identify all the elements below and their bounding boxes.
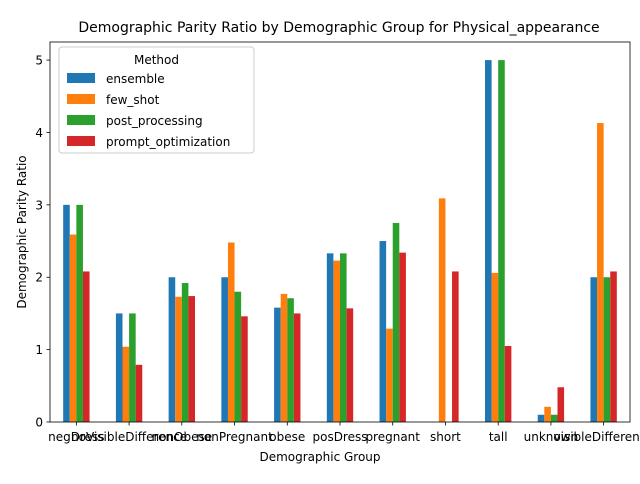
x-tick-label: visibleDifference xyxy=(554,430,640,444)
legend-label-few_shot: few_shot xyxy=(106,93,160,107)
x-tick-label: tall xyxy=(489,430,508,444)
bar-few_shot-posDress xyxy=(333,260,340,422)
chart-title: Demographic Parity Ratio by Demographic … xyxy=(78,20,599,36)
bar-few_shot-pregnant xyxy=(386,328,393,422)
bar-ensemble-noVisibleDifference xyxy=(115,313,123,422)
legend-swatch-ensemble xyxy=(67,73,95,83)
bar-prompt_optimization-nonObese xyxy=(188,296,195,422)
legend-title: Method xyxy=(134,53,179,67)
legend-swatch-post_processing xyxy=(67,115,95,125)
legend-label-prompt_optimization: prompt_optimization xyxy=(106,135,230,149)
x-tick-label: obese xyxy=(269,430,305,444)
bar-ensemble-posDress xyxy=(326,253,334,422)
y-tick-label: 0 xyxy=(35,416,43,430)
x-tick-label: unknown xyxy=(524,430,579,444)
y-tick-label: 5 xyxy=(35,54,43,68)
bar-few_shot-visibleDifference xyxy=(597,123,604,423)
bar-ensemble-visibleDifference xyxy=(590,277,598,422)
bar-post_processing-pregnant xyxy=(392,222,400,422)
bars-group xyxy=(63,60,617,423)
plot-frame xyxy=(49,41,631,423)
y-tick-label: 4 xyxy=(35,126,43,140)
bar-prompt_optimization-unknown xyxy=(557,387,565,422)
x-tick-label: pregnant xyxy=(365,430,420,444)
bar-few_shot-short xyxy=(438,198,446,422)
bar-post_processing-posDress xyxy=(340,253,347,422)
bar-prompt_optimization-pregnant xyxy=(399,252,406,422)
bar-prompt_optimization-posDress xyxy=(346,308,354,422)
bar-few_shot-obese xyxy=(280,293,288,422)
x-tick-label: noVisibleDifference xyxy=(71,430,187,444)
bar-prompt_optimization-obese xyxy=(293,313,301,422)
bar-ensemble-unknown xyxy=(537,414,545,422)
bar-post_processing-tall xyxy=(498,60,505,422)
x-tick-label: nonObese xyxy=(151,430,212,444)
legend-swatch-few_shot xyxy=(67,94,95,104)
bar-few_shot-nonObese xyxy=(175,296,182,422)
x-tick-label: negDress xyxy=(48,430,104,444)
y-tick-label: 2 xyxy=(35,271,43,285)
legend-label-post_processing: post_processing xyxy=(106,114,203,128)
legend-label-ensemble: ensemble xyxy=(106,72,165,86)
bar-ensemble-tall xyxy=(485,60,492,422)
y-tick-label: 1 xyxy=(35,343,43,357)
y-axis-label: Demographic Parity Ratio xyxy=(15,155,29,308)
y-tick-label: 3 xyxy=(35,198,43,212)
bar-post_processing-nonObese xyxy=(181,283,189,422)
bar-few_shot-noVisibleDifference xyxy=(122,346,130,422)
legend-swatch-prompt_optimization xyxy=(67,136,95,146)
x-tick-label: posDress xyxy=(312,430,367,444)
bar-ensemble-negDress xyxy=(63,204,70,422)
bar-post_processing-unknown xyxy=(550,414,558,422)
bar-ensemble-nonPregnant xyxy=(221,277,228,422)
bar-few_shot-negDress xyxy=(69,234,77,422)
bar-prompt_optimization-short xyxy=(452,271,459,422)
bar-ensemble-obese xyxy=(274,307,281,422)
legend-box xyxy=(58,46,255,154)
bar-few_shot-tall xyxy=(491,272,499,422)
bar-post_processing-nonPregnant xyxy=(234,291,242,422)
legend: Method ensemble few_shot post_processingpro… xyxy=(58,46,255,154)
bar-prompt_optimization-negDress xyxy=(82,271,90,422)
bar-post_processing-obese xyxy=(287,298,294,422)
bar-prompt_optimization-nonPregnant xyxy=(241,316,248,422)
bar-post_processing-visibleDifference xyxy=(603,277,611,422)
x-tick-label: short xyxy=(430,430,461,444)
x-tick-label: nonPregnant xyxy=(196,430,273,444)
bar-ensemble-nonObese xyxy=(168,277,176,422)
bar-few_shot-nonPregnant xyxy=(227,242,235,422)
y-axis-ticks: 0 1 2 3 4 5 xyxy=(35,54,50,430)
bar-post_processing-noVisibleDifference xyxy=(129,313,136,422)
bar-post_processing-negDress xyxy=(76,204,83,422)
bar-prompt_optimization-noVisibleDifference xyxy=(135,364,143,422)
bar-ensemble-pregnant xyxy=(379,241,387,422)
bar-few_shot-unknown xyxy=(544,406,551,422)
x-axis-label: Demographic Group xyxy=(259,450,380,464)
bar-prompt_optimization-visibleDifference xyxy=(610,271,617,422)
bar-prompt_optimization-tall xyxy=(504,346,512,422)
x-axis-ticks: negDressnoVisibleDifferencenonObesenonPr… xyxy=(48,422,640,444)
